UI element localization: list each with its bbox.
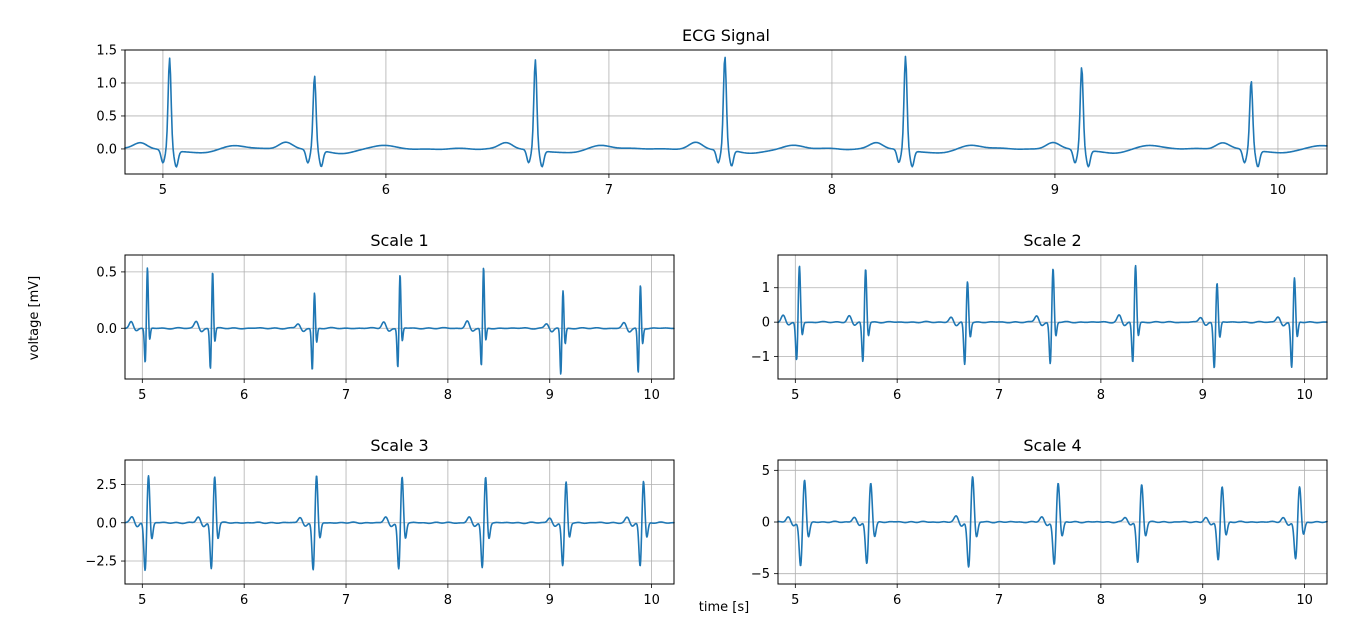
y-tick-label: 1.0 [96,76,117,91]
x-tick-label: 5 [791,593,799,608]
x-axis-label: time [s] [699,600,749,615]
x-tick-label: 9 [546,388,554,403]
x-tick-label: 5 [791,388,799,403]
series-line [124,267,675,375]
x-tick-label: 6 [893,593,901,608]
plot-frame [124,459,675,585]
chart-panel-3: 5 6 7 8 9 10 −2.5 0.0 2.5 Scale 3 [85,436,675,608]
x-tick-label: 7 [995,388,1003,403]
x-tick-label: 6 [240,388,248,403]
y-tick-label: −5 [751,567,770,582]
x-tick-label: 5 [138,388,146,403]
series-line [777,476,1328,568]
x-tick-label: 7 [342,388,350,403]
x-tick-label: 7 [995,593,1003,608]
plot-frame [777,459,1328,585]
x-tick-label: 9 [1051,183,1059,198]
y-tick-label: 0.5 [96,265,117,280]
x-tick-label: 10 [643,388,660,403]
x-tick-label: 8 [1097,388,1105,403]
series-line [124,55,1328,168]
chart-panel-1: 5 6 7 8 9 10 0.0 0.5 Scale 1 [96,231,675,403]
chart-title: ECG Signal [682,26,770,45]
x-tick-label: 8 [444,388,452,403]
x-tick-label: 10 [1296,388,1313,403]
x-tick-label: 8 [828,183,836,198]
y-tick-label: −2.5 [85,555,117,570]
plot-frame [124,254,675,380]
x-tick-label: 10 [643,593,660,608]
chart-title: Scale 4 [1023,436,1081,455]
x-tick-label: 8 [1097,593,1105,608]
chart-panel-2: 5 6 7 8 9 10 −1 0 1 Scale 2 [751,231,1328,403]
x-tick-label: 9 [1199,388,1207,403]
y-tick-label: 0 [762,516,770,531]
chart-panel-0: 5 6 7 8 9 10 0.0 0.5 1.0 1.5 ECG Signal [96,26,1328,198]
y-tick-label: 0.0 [96,516,117,531]
chart-title: Scale 3 [370,436,428,455]
x-tick-label: 5 [159,183,167,198]
y-tick-label: 0.0 [96,142,117,157]
series-line [777,264,1328,369]
y-tick-label: 1.5 [96,44,117,59]
y-axis-label: voltage [mV] [27,276,42,360]
x-tick-label: 9 [1199,593,1207,608]
x-tick-label: 10 [1296,593,1313,608]
x-tick-label: 5 [138,593,146,608]
plot-frame [124,49,1328,175]
y-tick-label: 0 [762,316,770,331]
chart-panel-4: 5 6 7 8 9 10 −5 0 5 Scale 4 [751,436,1328,608]
x-tick-label: 7 [342,593,350,608]
y-tick-label: −1 [751,350,770,365]
y-tick-label: 0.0 [96,322,117,337]
y-tick-label: 0.5 [96,109,117,124]
x-tick-label: 8 [444,593,452,608]
chart-title: Scale 1 [370,231,428,250]
x-tick-label: 9 [546,593,554,608]
y-tick-label: 5 [762,464,770,479]
y-tick-label: 2.5 [96,478,117,493]
y-tick-label: 1 [762,281,770,296]
x-tick-label: 6 [240,593,248,608]
series-line [124,474,675,572]
x-tick-label: 10 [1270,183,1287,198]
x-tick-label: 7 [605,183,613,198]
x-tick-label: 6 [382,183,390,198]
x-tick-label: 6 [893,388,901,403]
chart-title: Scale 2 [1023,231,1081,250]
plot-frame [777,254,1328,380]
